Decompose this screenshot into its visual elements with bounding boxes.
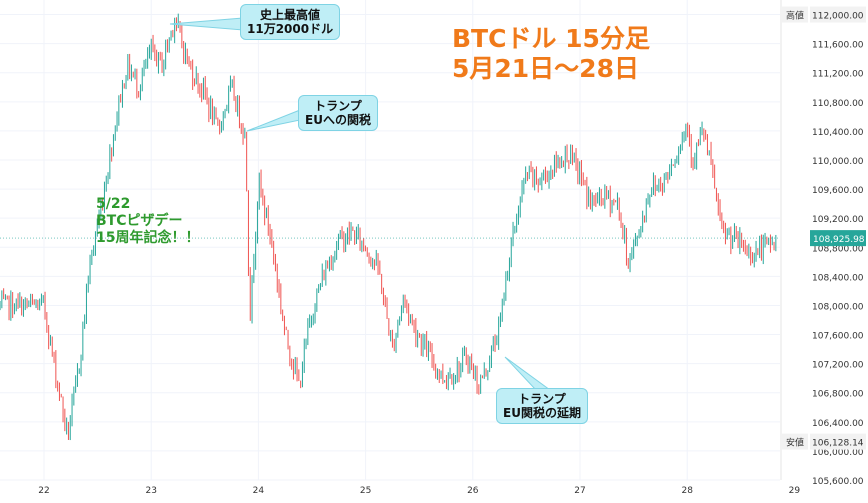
low-tag-box bbox=[810, 433, 866, 450]
y-tick-label: 107,600.00 bbox=[812, 332, 864, 342]
pizza-note-line3: 15周年記念！！ bbox=[96, 230, 200, 246]
candle-series bbox=[0, 13, 777, 441]
x-tick-label: 25 bbox=[360, 486, 371, 496]
eu-tariff-callout: トランプ EUへの関税 bbox=[298, 95, 378, 131]
y-tick-label: 108,800.00 bbox=[812, 244, 864, 254]
pizza-day-note: 5/22 BTCピザデー 15周年記念！！ bbox=[96, 196, 199, 247]
y-tick-label: 106,800.00 bbox=[812, 390, 864, 400]
eu-tariff-callout-line2: EUへの関税 bbox=[305, 113, 371, 127]
delay-pointer bbox=[504, 356, 552, 391]
chart-title-line2: 5月21日〜28日 bbox=[452, 54, 639, 83]
tariff-pointer bbox=[246, 109, 301, 132]
ath-callout-line2: 11万2000ドル bbox=[247, 22, 334, 36]
chart-title: BTCドル 15分足 5月21日〜28日 bbox=[452, 24, 650, 84]
y-tick-label: 106,400.00 bbox=[812, 419, 864, 429]
ath-callout: 史上最高値 11万2000ドル bbox=[240, 4, 341, 40]
ath-callout-line1: 史上最高値 bbox=[260, 8, 321, 22]
x-tick-label: 28 bbox=[681, 486, 693, 496]
pizza-note-line1: 5/22 bbox=[96, 196, 131, 212]
high-tag-label: 高値 bbox=[786, 10, 804, 22]
low-tag-bg bbox=[782, 433, 808, 450]
y-tick-label: 109,600.00 bbox=[812, 186, 864, 196]
high-tag-bg bbox=[782, 6, 808, 23]
eu-tariff-callout-line1: トランプ bbox=[314, 99, 362, 113]
price-axis[interactable]: 105,600.00 106,000.00 106,400.00 106,800.00… bbox=[812, 12, 864, 487]
x-tick-label: 22 bbox=[38, 486, 49, 496]
x-tick-label: 26 bbox=[467, 486, 479, 496]
x-tick-label: 24 bbox=[253, 486, 265, 496]
y-tick-label: 111,200.00 bbox=[812, 70, 864, 80]
low-value: 106,128.14 bbox=[812, 439, 864, 449]
x-tick-label: 29 bbox=[789, 486, 801, 496]
high-value: 112,000.00 bbox=[812, 12, 864, 22]
y-tick-label: 111,600.00 bbox=[812, 41, 864, 51]
time-axis[interactable]: 22 23 24 25 26 27 28 29 bbox=[38, 486, 800, 496]
y-tick-label: 107,200.00 bbox=[812, 361, 864, 371]
y-tick-label: 110,400.00 bbox=[812, 128, 864, 138]
y-tick-label: 109,200.00 bbox=[812, 215, 864, 225]
y-tick-label: 105,600.00 bbox=[812, 477, 864, 487]
ath-pointer bbox=[169, 17, 244, 31]
y-tick-label: 108,000.00 bbox=[812, 302, 864, 312]
y-tick-label: 110,800.00 bbox=[812, 99, 864, 109]
low-tag-label: 安値 bbox=[786, 437, 804, 449]
y-tick-label: 108,400.00 bbox=[812, 273, 864, 283]
eu-delay-callout: トランプ EU関税の延期 bbox=[496, 388, 588, 424]
price-tags: 高値 112,000.00 安値 106,128.14 108,925.98 bbox=[0, 6, 866, 450]
x-tick-label: 23 bbox=[145, 486, 156, 496]
x-tick-label: 27 bbox=[574, 486, 585, 496]
current-price-value: 108,925.98 bbox=[813, 235, 865, 245]
y-tick-label: 110,000.00 bbox=[812, 157, 864, 167]
eu-delay-callout-line1: トランプ bbox=[518, 392, 566, 406]
current-price-box bbox=[810, 230, 866, 247]
high-tag-box bbox=[810, 6, 866, 23]
chart-title-line1: BTCドル 15分足 bbox=[452, 24, 650, 53]
eu-delay-callout-line2: EU関税の延期 bbox=[503, 406, 581, 420]
pizza-note-line2: BTCピザデー bbox=[96, 213, 183, 229]
y-tick-label: 106,000.00 bbox=[812, 448, 864, 458]
